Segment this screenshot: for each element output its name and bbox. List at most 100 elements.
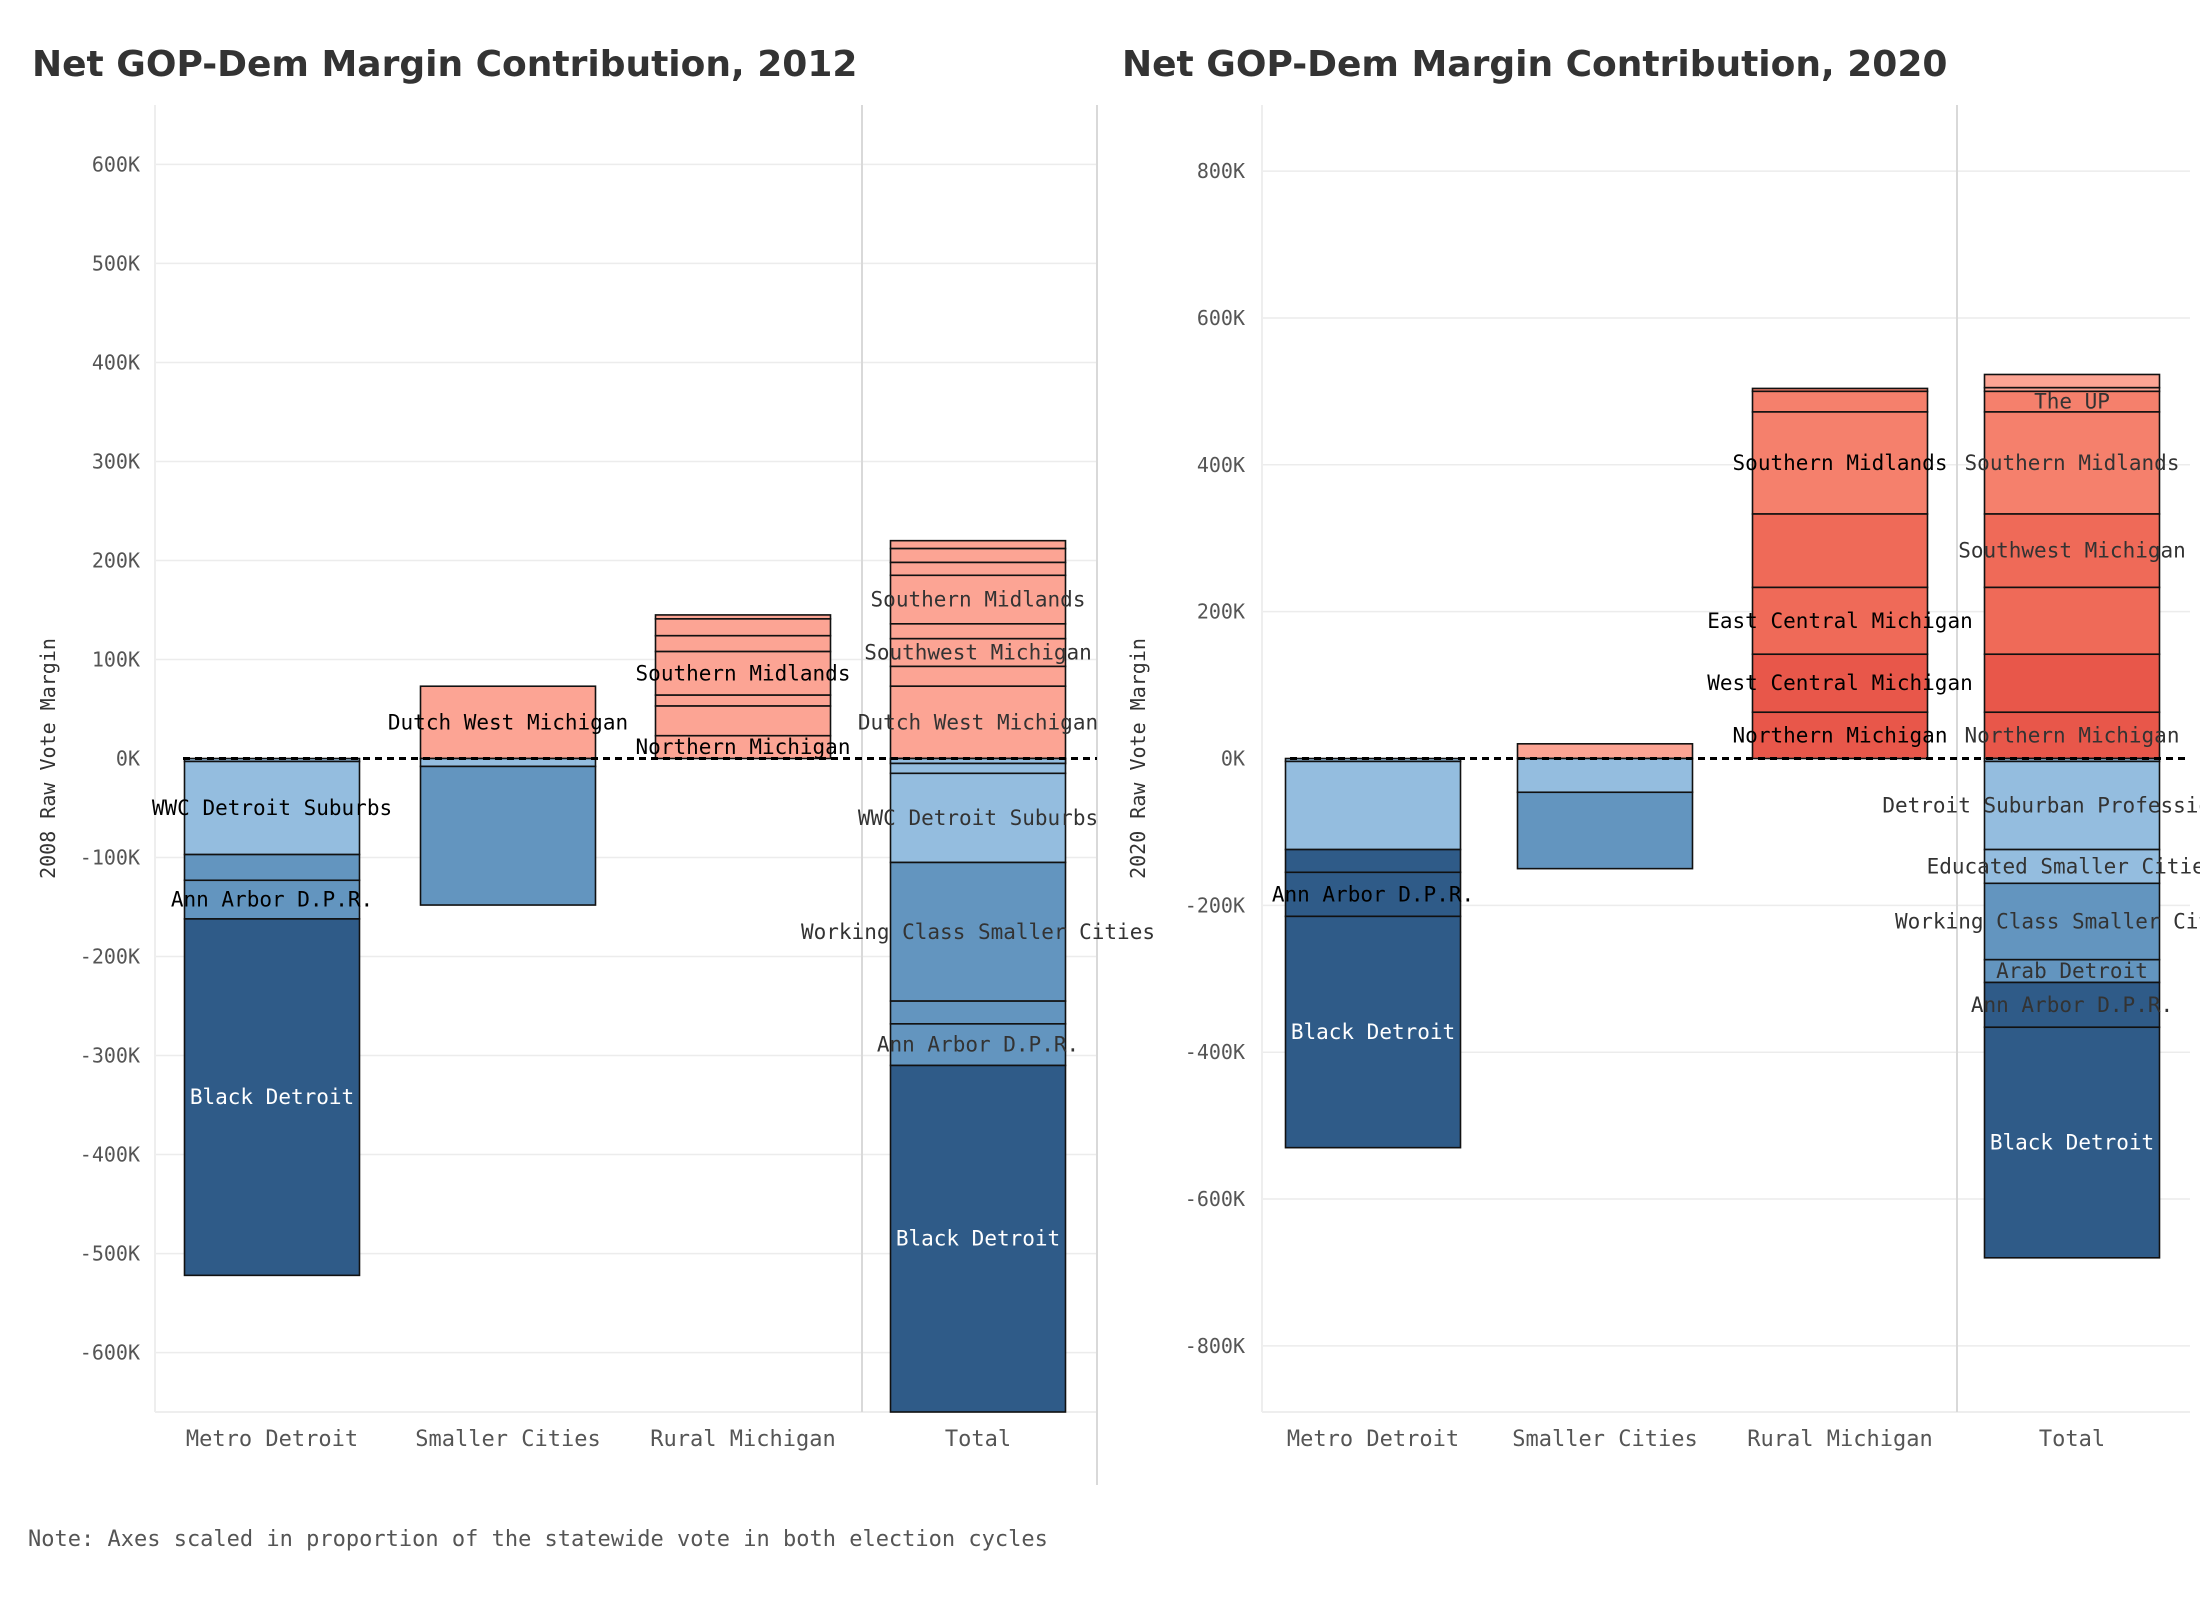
bar-stack-total: The UP Southern Midlands Southwest Michiga… bbox=[1882, 373, 2200, 1259]
y-tick-label: -400K bbox=[1185, 1040, 1245, 1064]
chart-panel-2012: Net GOP-Dem Margin Contribution, 2012 600… bbox=[32, 44, 1155, 1485]
bar-stack-total: Southern Midlands Southwest Michigan Dutch… bbox=[801, 539, 1155, 1413]
x-tick-label-rural-michigan: Rural Michigan bbox=[1747, 1427, 1932, 1452]
y-tick-label: 800K bbox=[1197, 159, 1245, 183]
y-tick-label: 200K bbox=[92, 548, 140, 572]
y-tick-label: -300K bbox=[80, 1044, 140, 1068]
bar-segment-black-detroit bbox=[889, 1064, 1067, 1413]
x-tick-label-total: Total bbox=[945, 1427, 1011, 1452]
bar-stack-rural-michigan: Southern Midlands Northern Michigan bbox=[636, 614, 850, 760]
bar-segment-ann-arbor-d-p-r bbox=[1983, 981, 2161, 1029]
bar-segment bbox=[889, 762, 1067, 775]
bar-segment bbox=[1983, 653, 2161, 714]
y-tick-label: 100K bbox=[92, 647, 140, 671]
chart-panel-2020: Net GOP-Dem Margin Contribution, 2020 800… bbox=[1122, 44, 2200, 1452]
bar-stack-smaller-cities bbox=[1516, 743, 1694, 870]
bar-segment bbox=[1284, 760, 1462, 851]
bar-segment-southern-midlands bbox=[889, 574, 1067, 625]
bar-segment-working-class-smaller-cities bbox=[1983, 882, 2161, 961]
y-tick-label: 0K bbox=[116, 747, 140, 771]
bar-segment bbox=[654, 618, 832, 637]
data-label-working-class-smaller-cities: Working Class Smaller Cities bbox=[1895, 910, 2200, 934]
y-axis-title-2020: 2020 Raw Vote Margin bbox=[1126, 638, 1150, 879]
chart-note: Note: Axes scaled in proportion of the s… bbox=[28, 1527, 1048, 1552]
bar-segment-northern-michigan bbox=[1983, 711, 2161, 760]
data-label-southern-midlands: Southern Midlands bbox=[871, 588, 1086, 612]
data-label-northern-michigan: Northern Michigan bbox=[1965, 723, 2180, 747]
data-label-black-detroit: Black Detroit bbox=[896, 1227, 1060, 1251]
data-label-southern-midlands: Southern Midlands bbox=[1733, 451, 1948, 475]
bar-segment-northern-michigan bbox=[654, 734, 832, 760]
x-tick-label-metro-detroit: Metro Detroit bbox=[1287, 1427, 1459, 1452]
y-tick-label: 500K bbox=[92, 251, 140, 275]
bar-segment bbox=[889, 1000, 1067, 1025]
y-tick-label: -200K bbox=[1185, 893, 1245, 917]
bar-segment-ann-arbor-d-p-r bbox=[1284, 871, 1462, 918]
data-label-ann-arbor-d-p-r: Ann Arbor D.P.R. bbox=[1971, 993, 2173, 1017]
bar-segment bbox=[1516, 757, 1694, 794]
y-tick-label: -200K bbox=[80, 945, 140, 969]
data-label-wwc-detroit-suburbs: WWC Detroit Suburbs bbox=[152, 796, 392, 820]
bar-segment-black-detroit bbox=[1983, 1026, 2161, 1259]
y-tick-label: -400K bbox=[80, 1143, 140, 1167]
data-label-working-class-smaller-cities: Working Class Smaller Cities bbox=[801, 920, 1155, 944]
bar-segment-black-detroit bbox=[183, 918, 361, 1277]
y-tick-label: 0K bbox=[1221, 747, 1245, 771]
chart-title-2020: Net GOP-Dem Margin Contribution, 2020 bbox=[1122, 44, 1947, 85]
bar-segment-northern-michigan bbox=[1751, 711, 1929, 760]
x-tick-label-smaller-cities: Smaller Cities bbox=[1512, 1427, 1697, 1452]
bar-stack-metro-detroit: Ann Arbor D.P.R. Black Detroit bbox=[1272, 757, 1474, 1149]
y-tick-label: 600K bbox=[92, 152, 140, 176]
data-label-east-central-michigan: East Central Michigan bbox=[1707, 609, 1973, 633]
bar-segment bbox=[1983, 586, 2161, 656]
x-tick-label-total: Total bbox=[2039, 1427, 2105, 1452]
bar-segment-working-class-smaller-cities bbox=[889, 861, 1067, 1002]
data-label-wwc-detroit-suburbs: WWC Detroit Suburbs bbox=[858, 806, 1098, 830]
bar-segment-dutch-west-michigan bbox=[889, 685, 1067, 760]
bar-segment bbox=[419, 765, 597, 906]
bar-segment-dutch-west-michigan bbox=[419, 685, 597, 760]
bar-segment-wwc-detroit-suburbs bbox=[183, 760, 361, 856]
data-label-detroit-suburban-professionals: Detroit Suburban Professionals bbox=[1882, 793, 2200, 817]
bar-segment bbox=[1751, 513, 1929, 589]
y-tick-label: -100K bbox=[80, 846, 140, 870]
y-tick-label: 400K bbox=[1197, 453, 1245, 477]
bar-segment-east-central-michigan bbox=[1751, 586, 1929, 656]
x-tick-label-rural-michigan: Rural Michigan bbox=[650, 1427, 835, 1452]
data-label-arab-detroit: Arab Detroit bbox=[1996, 959, 2148, 983]
y-tick-label: -600K bbox=[80, 1341, 140, 1365]
bar-segment bbox=[654, 634, 832, 653]
y-tick-label: 600K bbox=[1197, 306, 1245, 330]
data-label-ann-arbor-d-p-r: Ann Arbor D.P.R. bbox=[877, 1033, 1079, 1057]
bar-segment bbox=[1751, 390, 1929, 413]
bar-stack-rural-michigan: Southern Midlands East Central Michigan We… bbox=[1707, 387, 1973, 760]
bar-segment bbox=[889, 623, 1067, 640]
y-tick-label: -600K bbox=[1185, 1187, 1245, 1211]
bar-segment bbox=[1983, 373, 2161, 389]
bar-segment bbox=[889, 561, 1067, 577]
data-label-southwest-michigan: Southwest Michigan bbox=[1958, 539, 2186, 563]
bar-segment-wwc-detroit-suburbs bbox=[889, 772, 1067, 864]
data-label-ann-arbor-d-p-r: Ann Arbor D.P.R. bbox=[171, 888, 373, 912]
bar-segment bbox=[889, 547, 1067, 564]
data-label-dutch-west-michigan: Dutch West Michigan bbox=[858, 710, 1098, 734]
y-axis-title-2012: 2008 Raw Vote Margin bbox=[36, 638, 60, 879]
bar-segment-west-central-michigan bbox=[1751, 653, 1929, 714]
bar-stack-smaller-cities: Dutch West Michigan bbox=[388, 685, 628, 906]
bar-segment bbox=[183, 853, 361, 882]
bar-segment-black-detroit bbox=[1284, 915, 1462, 1149]
data-label-ann-arbor-d-p-r: Ann Arbor D.P.R. bbox=[1272, 882, 1474, 906]
y-tick-label: -800K bbox=[1185, 1334, 1245, 1358]
x-tick-label-metro-detroit: Metro Detroit bbox=[186, 1427, 358, 1452]
bar-stack-metro-detroit: WWC Detroit Suburbs Ann Arbor D.P.R. Black… bbox=[152, 757, 392, 1277]
y-tick-label: -500K bbox=[80, 1242, 140, 1266]
x-tick-label-smaller-cities: Smaller Cities bbox=[415, 1427, 600, 1452]
bar-segment bbox=[889, 665, 1067, 688]
bar-segment bbox=[1284, 848, 1462, 874]
data-label-southern-midlands: Southern Midlands bbox=[1965, 451, 2180, 475]
bar-segment bbox=[1516, 743, 1694, 760]
y-tick-label: 400K bbox=[92, 350, 140, 374]
